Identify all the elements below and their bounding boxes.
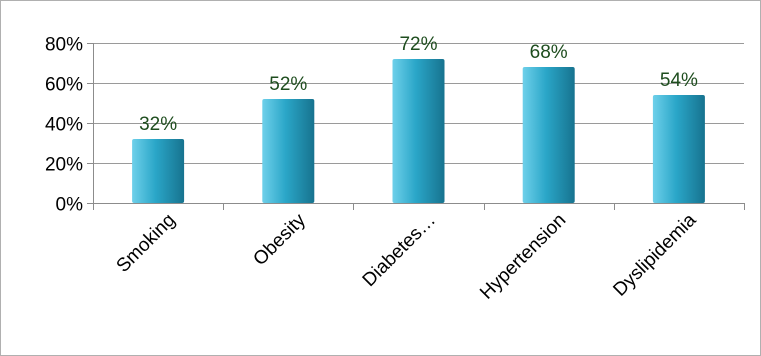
y-tick-label: 0%: [56, 195, 84, 216]
data-label: 54%: [660, 70, 698, 91]
y-tick-label: 60%: [45, 75, 83, 96]
bar: [132, 139, 185, 203]
y-tick-label: 80%: [45, 35, 83, 56]
y-tick-label: 20%: [45, 155, 83, 176]
bar: [392, 59, 445, 203]
data-label: 68%: [530, 42, 568, 63]
y-tick-label: 40%: [45, 115, 83, 136]
bar: [522, 67, 575, 203]
bar: [652, 95, 705, 203]
data-label: 32%: [139, 114, 177, 135]
bar: [262, 99, 315, 203]
data-label: 52%: [269, 74, 307, 95]
data-label: 72%: [399, 34, 437, 55]
